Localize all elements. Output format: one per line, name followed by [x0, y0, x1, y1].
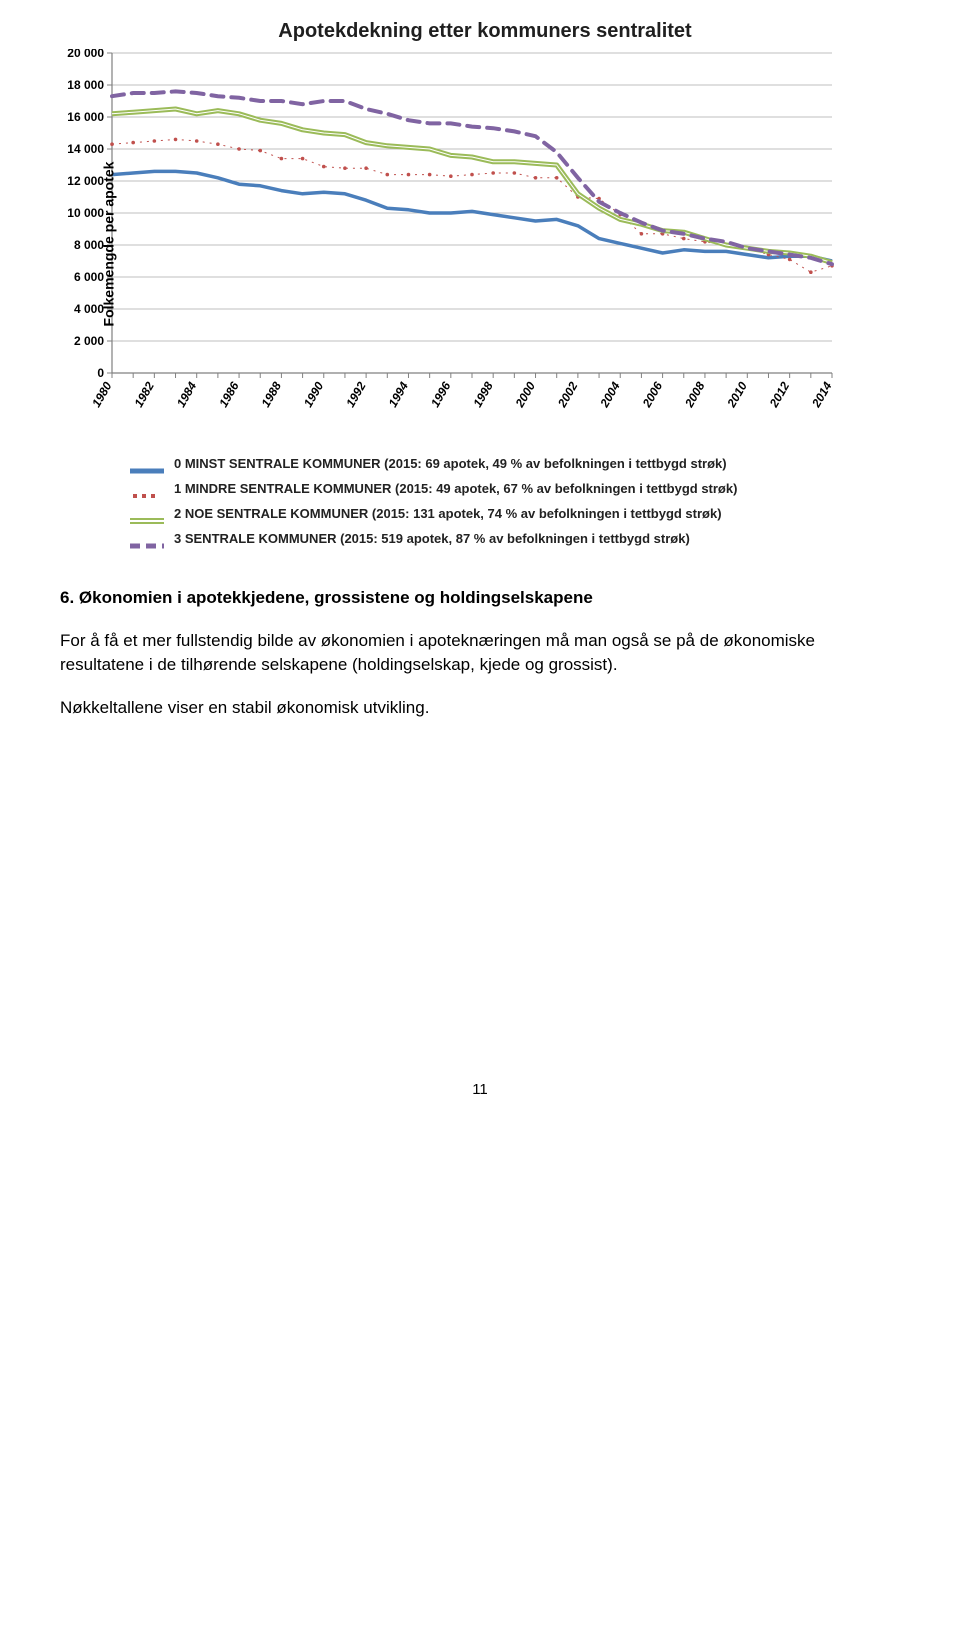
svg-text:18 000: 18 000 — [67, 78, 104, 92]
chart-container: Apotekdekning etter kommuners sentralite… — [50, 20, 920, 546]
legend-label: 1 MINDRE SENTRALE KOMMUNER (2015: 49 apo… — [174, 481, 737, 496]
legend-label: 3 SENTRALE KOMMUNER (2015: 519 apotek, 8… — [174, 531, 690, 546]
section-heading: 6. Økonomien i apotekkjedene, grossisten… — [60, 586, 900, 611]
legend-label: 0 MINST SENTRALE KOMMUNER (2015: 69 apot… — [174, 456, 727, 471]
page-number: 11 — [40, 1081, 920, 1098]
document-body: 6. Økonomien i apotekkjedene, grossisten… — [60, 586, 900, 721]
y-axis-label: Folkemengde per apotek — [100, 161, 116, 326]
legend-item: 2 NOE SENTRALE KOMMUNER (2015: 131 apote… — [130, 506, 920, 521]
svg-text:1990: 1990 — [301, 379, 327, 409]
svg-text:2006: 2006 — [639, 379, 665, 410]
svg-text:2008: 2008 — [682, 379, 708, 410]
legend-item: 0 MINST SENTRALE KOMMUNER (2015: 69 apot… — [130, 456, 920, 471]
chart-svg: 02 0004 0006 0008 00010 00012 00014 0001… — [50, 49, 842, 433]
page: Apotekdekning etter kommuners sentralite… — [0, 0, 960, 1158]
svg-text:2 000: 2 000 — [74, 334, 104, 348]
svg-text:2000: 2000 — [512, 379, 538, 410]
svg-text:1980: 1980 — [89, 379, 115, 409]
svg-text:14 000: 14 000 — [67, 142, 104, 156]
svg-text:1984: 1984 — [174, 379, 200, 409]
svg-text:1996: 1996 — [428, 379, 454, 409]
svg-text:16 000: 16 000 — [67, 110, 104, 124]
svg-text:1982: 1982 — [131, 379, 157, 409]
svg-text:2010: 2010 — [724, 379, 750, 410]
legend-item: 3 SENTRALE KOMMUNER (2015: 519 apotek, 8… — [130, 531, 920, 546]
chart-legend: 0 MINST SENTRALE KOMMUNER (2015: 69 apot… — [130, 456, 920, 546]
svg-text:1994: 1994 — [386, 379, 412, 409]
legend-label: 2 NOE SENTRALE KOMMUNER (2015: 131 apote… — [174, 506, 722, 521]
svg-text:0: 0 — [97, 366, 104, 380]
legend-item: 1 MINDRE SENTRALE KOMMUNER (2015: 49 apo… — [130, 481, 920, 496]
chart-title: Apotekdekning etter kommuners sentralite… — [50, 20, 920, 43]
svg-text:1992: 1992 — [343, 379, 369, 409]
body-paragraph: Nøkkeltallene viser en stabil økonomisk … — [60, 696, 900, 721]
svg-text:1998: 1998 — [470, 379, 496, 409]
svg-text:12 000: 12 000 — [67, 174, 104, 188]
svg-text:2004: 2004 — [597, 379, 623, 410]
svg-text:2014: 2014 — [809, 379, 835, 410]
body-paragraph: For å få et mer fullstendig bilde av øko… — [60, 629, 900, 678]
svg-text:2012: 2012 — [766, 379, 792, 410]
svg-text:10 000: 10 000 — [67, 206, 104, 220]
svg-text:2002: 2002 — [555, 379, 581, 410]
chart-plot-area: Folkemengde per apotek 02 0004 0006 0008… — [50, 49, 920, 438]
svg-text:1986: 1986 — [216, 379, 242, 409]
svg-text:20 000: 20 000 — [67, 49, 104, 60]
svg-text:1988: 1988 — [259, 379, 285, 409]
